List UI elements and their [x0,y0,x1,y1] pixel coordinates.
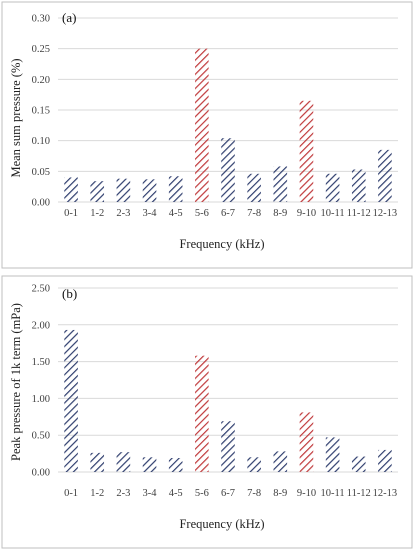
y-tick-label: 0.15 [32,106,50,117]
x-tick-label: 8-9 [273,208,287,219]
bar-6-7 [221,421,235,472]
x-tick-label: 3-4 [143,208,158,219]
panel-a-gridlines [58,17,398,203]
x-tick-label: 8-9 [273,488,287,499]
bar-11-12 [351,169,366,202]
y-tick-label: 0.25 [32,44,50,55]
x-tick-label: 1-2 [90,488,104,499]
x-tick-label: 7-8 [247,208,261,219]
x-tick-label: 6-7 [221,208,235,219]
y-tick-label: 0.00 [32,198,50,209]
y-tick-label: 0.50 [32,431,50,442]
x-tick-label: 4-5 [169,488,183,499]
panel-b-label: (b) [62,286,77,301]
x-tick-label: 9-10 [297,488,316,499]
panel-a-bars [64,48,392,202]
panel-b: 0.00 0.50 1.00 1.50 2.00 2.50 0-1 1-2 2-3 3-4 4-5… [1,275,413,549]
panel-b-x-ticks: 0-1 1-2 2-3 3-4 4-5 5-6 6-7 7-8 8-9 9-10 10-11 11-1… [64,488,397,499]
x-tick-label: 2-3 [116,208,130,219]
x-tick-label: 11-12 [347,488,371,499]
x-tick-label: 2-3 [116,488,130,499]
y-tick-label: 0.30 [32,14,50,25]
x-tick-label: 6-7 [221,488,235,499]
bar-1-2 [90,181,105,202]
bar-0-1 [64,329,78,472]
y-tick-label: 2.00 [32,320,50,331]
y-tick-label: 1.00 [32,394,50,405]
bar-0-1 [64,177,78,202]
bar-9-10 [299,100,314,202]
panel-a-y-axis-label: Mean sum pressure (%) [9,58,23,177]
y-tick-label: 2.50 [32,284,50,295]
x-tick-label: 3-4 [143,488,158,499]
y-tick-label: 0.00 [32,468,50,479]
panel-b-y-ticks: 0.00 0.50 1.00 1.50 2.00 2.50 [32,284,50,479]
x-tick-label: 10-11 [321,488,345,499]
x-tick-label: 12-13 [373,208,398,219]
bar-10-11 [325,173,340,202]
x-tick-label: 5-6 [195,488,209,499]
panel-b-y-axis-label: Peak pressure of 1k term (mPa) [9,303,23,461]
bar-7-8 [247,173,261,202]
x-tick-label: 10-11 [321,208,345,219]
bar-8-9 [273,451,288,472]
y-tick-label: 0.20 [32,75,50,86]
panel-b-x-axis-label: Frequency (kHz) [179,517,264,531]
y-tick-label: 1.50 [32,357,50,368]
panel-a-label: (a) [62,10,76,25]
bar-12-13 [378,149,392,202]
bar-10-11 [325,437,340,472]
bar-7-8 [247,457,261,472]
bar-1-2 [90,452,105,472]
x-tick-label: 11-12 [347,208,371,219]
bar-4-5 [168,458,183,472]
panel-b-bars [64,329,392,472]
bar-6-7 [221,138,235,202]
bar-9-10 [299,412,314,472]
bar-3-4 [142,179,157,202]
y-tick-label: 0.10 [32,136,50,147]
panel-a-y-ticks: 0.00 0.05 0.10 0.15 0.20 0.25 0.30 [32,14,50,209]
x-tick-label: 9-10 [297,208,316,219]
x-tick-label: 1-2 [90,208,104,219]
bar-2-3 [116,178,131,202]
panel-a: 0.00 0.05 0.10 0.15 0.20 0.25 0.30 0-1 1-2 2-3 3-… [1,1,413,269]
panel-a-x-ticks: 0-1 1-2 2-3 3-4 4-5 5-6 6-7 7-8 8-9 9-10 10-11 11-1… [64,208,397,219]
bar-11-12 [351,456,366,472]
bar-5-6 [195,355,209,472]
x-tick-label: 0-1 [64,208,78,219]
x-tick-label: 4-5 [169,208,183,219]
x-tick-label: 12-13 [373,488,398,499]
x-tick-label: 7-8 [247,488,261,499]
x-tick-label: 0-1 [64,488,78,499]
bar-2-3 [116,452,131,472]
x-tick-label: 5-6 [195,208,209,219]
y-tick-label: 0.05 [32,167,50,178]
panel-a-x-axis-label: Frequency (kHz) [179,237,264,251]
bar-3-4 [142,457,157,472]
bar-8-9 [273,166,288,202]
bar-4-5 [168,176,183,202]
bar-12-13 [378,449,392,472]
bar-5-6 [195,48,209,202]
